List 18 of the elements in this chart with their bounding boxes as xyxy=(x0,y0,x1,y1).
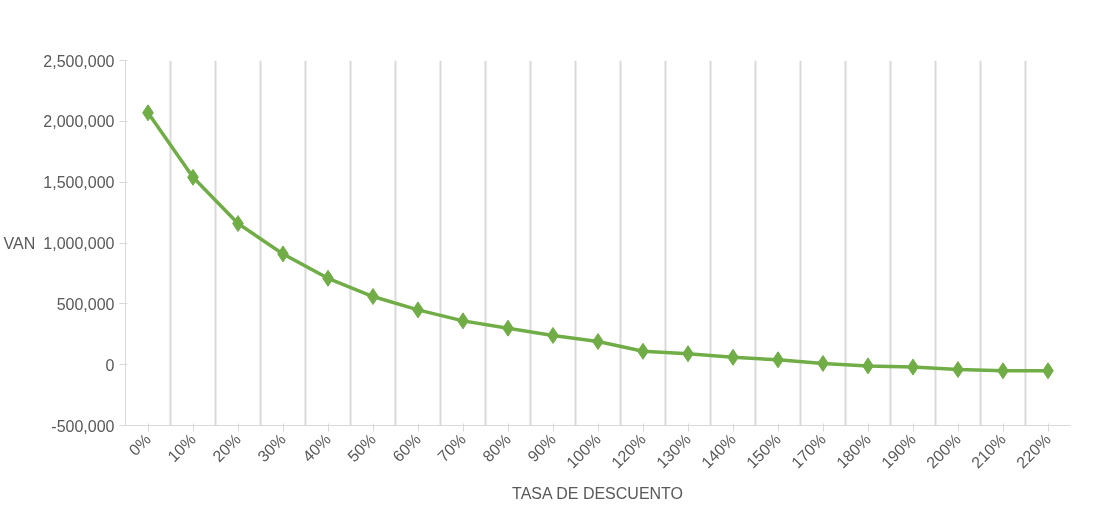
x-tick-label: 10% xyxy=(164,430,200,466)
x-tick-label: 60% xyxy=(389,430,425,466)
y-tick-label: -500,000 xyxy=(51,417,115,435)
x-tick-label: 70% xyxy=(434,430,470,466)
y-tick-label: 2,000,000 xyxy=(43,113,115,131)
x-tick-label: 40% xyxy=(299,430,335,466)
x-tick-label: 80% xyxy=(479,430,515,466)
y-axis-title: VAN xyxy=(3,234,36,252)
x-tick-label: 50% xyxy=(344,430,380,466)
x-tick-label: 0% xyxy=(125,430,155,459)
x-axis-title: TASA DE DESCUENTO xyxy=(512,485,684,503)
x-tick-label: 30% xyxy=(254,430,290,466)
y-tick-label: 0 xyxy=(105,356,115,374)
y-tick-label: 500,000 xyxy=(56,295,115,313)
y-tick-label: 1,500,000 xyxy=(43,174,115,192)
y-tick-label: 2,500,000 xyxy=(43,52,115,70)
y-tick-label: 1,000,000 xyxy=(43,235,115,252)
x-tick-label: 90% xyxy=(524,430,560,466)
